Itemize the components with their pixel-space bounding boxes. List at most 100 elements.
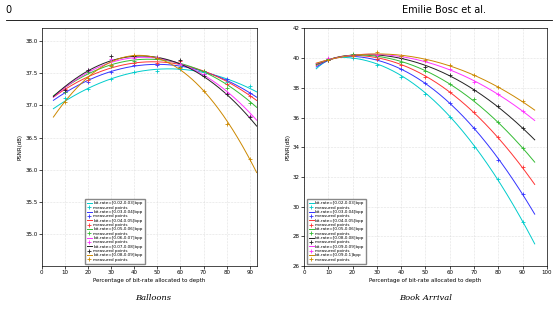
Point <box>84 77 93 82</box>
Text: 0: 0 <box>6 5 12 15</box>
Point <box>470 97 479 102</box>
Point <box>397 62 406 67</box>
Point <box>518 146 527 151</box>
Point <box>222 90 231 95</box>
Legend: bit-rate=[0.02,0.03]bpp, measured points, bit-rate=[0.03,0.04]bpp, measured poin: bit-rate=[0.02,0.03]bpp, measured points… <box>306 199 367 264</box>
Point <box>130 53 139 58</box>
Legend: bit-rate=[0.02,0.03]bpp, measured points, bit-rate=[0.03,0.04]bpp, measured poin: bit-rate=[0.02,0.03]bpp, measured points… <box>85 199 145 264</box>
Point <box>107 54 116 59</box>
Point <box>107 62 116 67</box>
Point <box>397 54 406 59</box>
Point <box>107 63 116 68</box>
Point <box>445 73 454 78</box>
Point <box>348 53 357 58</box>
Point <box>84 67 93 72</box>
Point <box>373 54 382 59</box>
Point <box>470 79 479 84</box>
Point <box>130 56 139 61</box>
Point <box>494 92 503 97</box>
Point <box>84 75 93 80</box>
Point <box>445 114 454 119</box>
Point <box>84 87 93 92</box>
Point <box>60 87 69 92</box>
Point <box>421 57 430 62</box>
Point <box>421 91 430 96</box>
Point <box>84 69 93 74</box>
Point <box>199 69 208 74</box>
Point <box>199 72 208 77</box>
Point <box>60 89 69 94</box>
Point <box>494 177 503 182</box>
Point <box>397 53 406 58</box>
Point <box>153 68 162 73</box>
Point <box>324 56 333 61</box>
X-axis label: Percentage of bit-rate allocated to depth: Percentage of bit-rate allocated to dept… <box>369 278 482 283</box>
Point <box>60 86 69 91</box>
Point <box>348 53 357 58</box>
Point <box>222 82 231 87</box>
Point <box>445 67 454 72</box>
Point <box>130 60 139 65</box>
Point <box>246 157 254 162</box>
Point <box>324 57 333 62</box>
Point <box>397 55 406 60</box>
Point <box>153 56 162 61</box>
Point <box>60 89 69 94</box>
Point <box>176 65 185 70</box>
Point <box>60 99 69 104</box>
Point <box>421 74 430 79</box>
Point <box>130 59 139 64</box>
Point <box>518 109 527 114</box>
Point <box>518 99 527 104</box>
Point <box>470 88 479 93</box>
Point <box>373 56 382 61</box>
Point <box>246 113 254 118</box>
Point <box>199 70 208 75</box>
Point <box>494 103 503 108</box>
Point <box>84 67 93 72</box>
Point <box>153 56 162 61</box>
Point <box>222 92 231 97</box>
Point <box>518 219 527 224</box>
Point <box>199 73 208 78</box>
Point <box>176 58 185 63</box>
Text: Book Arrival: Book Arrival <box>399 295 451 302</box>
Point <box>518 191 527 196</box>
Point <box>324 57 333 62</box>
Point <box>348 53 357 58</box>
Point <box>222 86 231 91</box>
Point <box>246 100 254 105</box>
Point <box>518 165 527 170</box>
X-axis label: Percentage of bit-rate allocated to depth: Percentage of bit-rate allocated to dept… <box>93 278 205 283</box>
Text: Emilie Bosc et al.: Emilie Bosc et al. <box>402 5 486 15</box>
Point <box>176 64 185 69</box>
Point <box>246 90 254 95</box>
Point <box>246 115 254 120</box>
Point <box>445 82 454 87</box>
Point <box>107 69 116 74</box>
Point <box>60 95 69 100</box>
Point <box>445 63 454 68</box>
Point <box>373 56 382 61</box>
Point <box>421 69 430 74</box>
Point <box>222 80 231 85</box>
Point <box>324 58 333 63</box>
Point <box>373 52 382 57</box>
Point <box>494 134 503 139</box>
Point <box>373 50 382 55</box>
Point <box>348 52 357 57</box>
Point <box>397 59 406 64</box>
Point <box>246 94 254 99</box>
Point <box>130 63 139 68</box>
Point <box>199 68 208 73</box>
Point <box>324 58 333 63</box>
Point <box>107 56 116 61</box>
Point <box>176 67 185 72</box>
Point <box>470 109 479 114</box>
Point <box>199 72 208 77</box>
Point <box>348 56 357 61</box>
Point <box>176 58 185 63</box>
Point <box>518 125 527 130</box>
Point <box>107 76 116 81</box>
Point <box>421 58 430 63</box>
